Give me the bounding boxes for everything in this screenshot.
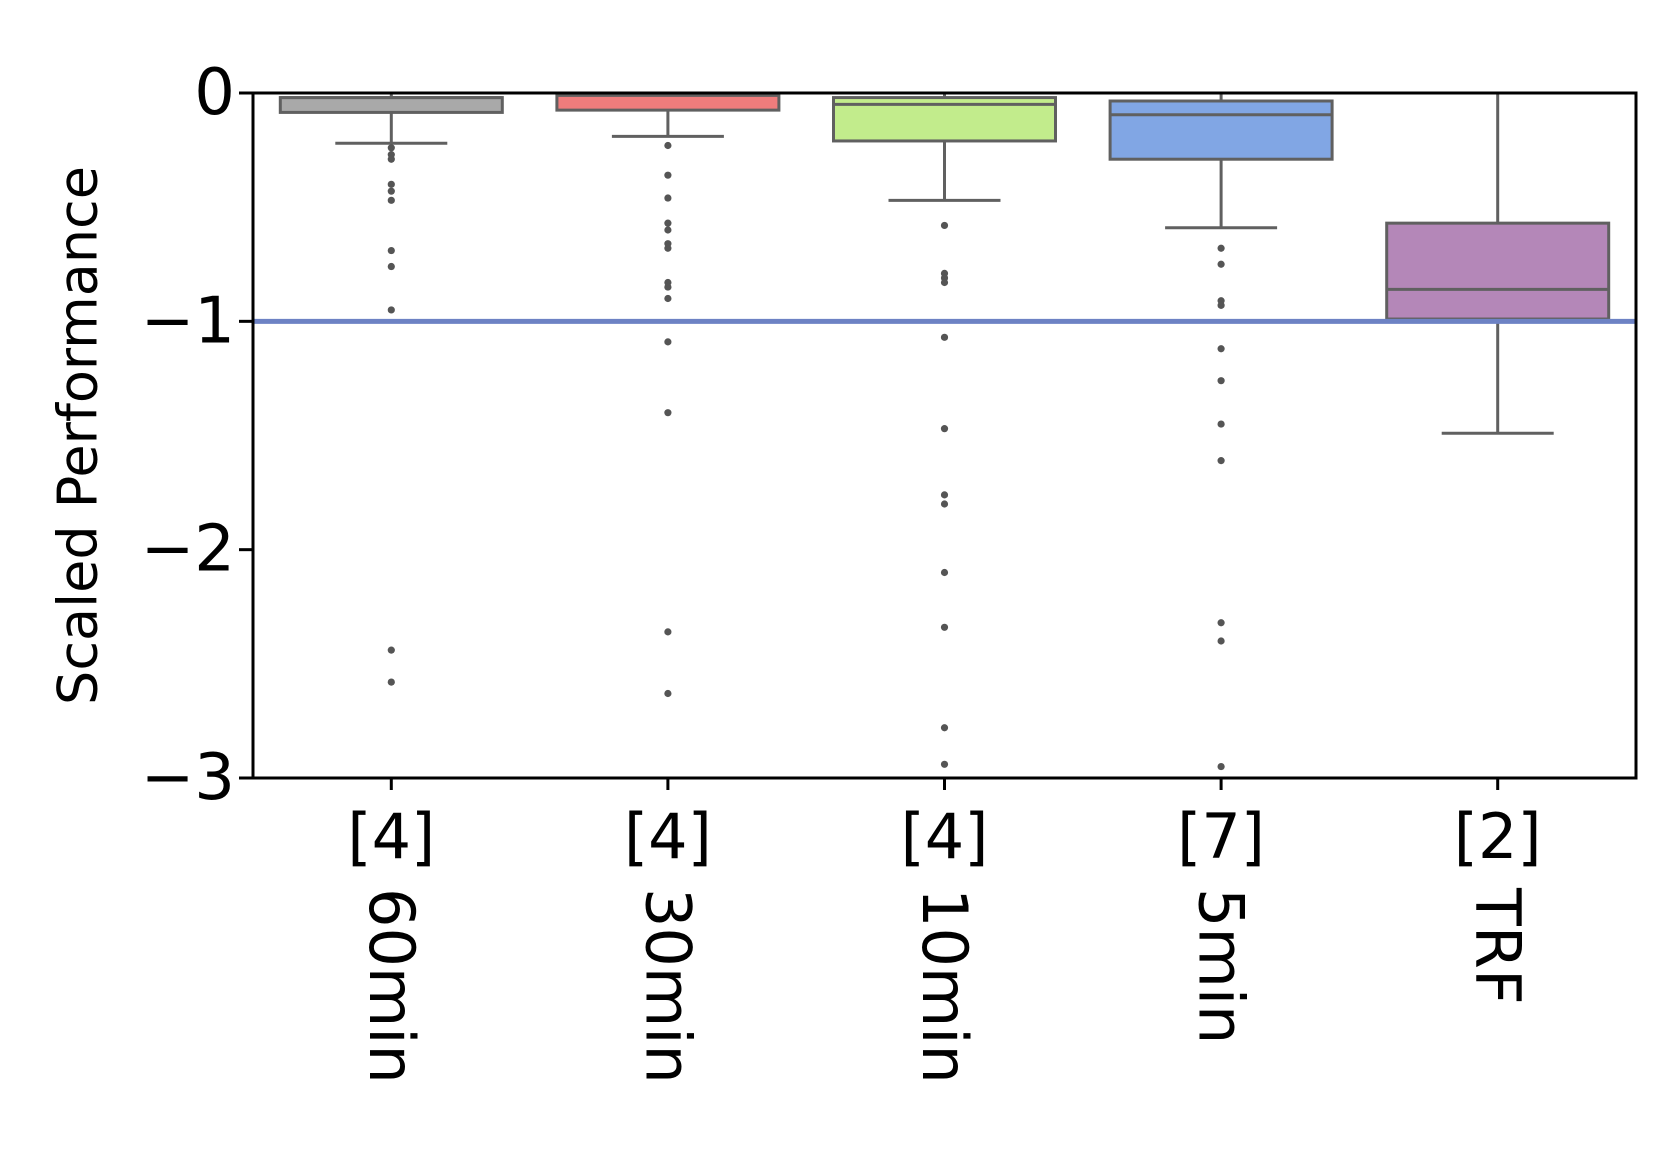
outlier-point xyxy=(1217,457,1225,465)
y-tick-label: −3 xyxy=(141,741,235,815)
plot-area xyxy=(253,93,1636,771)
x-tick-label: 5min xyxy=(1185,888,1258,1044)
y-axis-label: Scaled Performance xyxy=(47,166,110,705)
outlier-point xyxy=(940,221,949,230)
outlier-point xyxy=(940,623,949,631)
outlier-point xyxy=(664,141,672,150)
outlier-point xyxy=(664,244,672,252)
outlier-point xyxy=(940,760,949,768)
outlier-point xyxy=(387,246,395,255)
outlier-point xyxy=(387,678,395,686)
outlier-point xyxy=(664,628,672,636)
outlier-point xyxy=(387,196,395,204)
box-group xyxy=(832,93,1057,768)
outlier-point xyxy=(664,226,672,234)
outlier-point xyxy=(1217,244,1225,252)
box-iqr xyxy=(555,93,781,112)
outlier-point xyxy=(664,409,672,417)
outlier-point xyxy=(940,491,949,499)
outlier-point xyxy=(1217,420,1225,428)
box-group xyxy=(1108,93,1334,771)
outlier-point xyxy=(387,180,395,188)
outlier-point xyxy=(1217,301,1225,309)
box-group xyxy=(1385,93,1611,435)
outlier-point xyxy=(664,338,672,346)
x-tick-label: 30min xyxy=(631,888,704,1084)
outlier-point xyxy=(1217,377,1225,385)
x-tick-ref-label: [2] xyxy=(1454,800,1542,873)
y-tick-label: −1 xyxy=(141,284,235,358)
outlier-point xyxy=(387,144,395,152)
outlier-point xyxy=(1217,345,1225,353)
box-iqr xyxy=(278,96,504,114)
box-group xyxy=(555,93,781,698)
outlier-point xyxy=(940,333,949,341)
outlier-point xyxy=(664,171,672,179)
outlier-point xyxy=(387,262,395,271)
x-tick-label: 60min xyxy=(355,888,428,1084)
outlier-point xyxy=(664,283,672,291)
outlier-point xyxy=(664,194,672,202)
x-tick-ref-label: [4] xyxy=(347,800,435,873)
outlier-point xyxy=(387,306,395,314)
outlier-point xyxy=(664,294,672,303)
y-tick-label: 0 xyxy=(194,56,235,130)
outlier-point xyxy=(664,689,672,698)
x-tick-label: TRF xyxy=(1461,887,1534,1005)
axes: [4] 60min [4] 30min [4] 10min [7] 5min [2] TRF 0 −1… xyxy=(141,56,1638,1084)
box-group xyxy=(278,93,504,686)
y-tick-label: −2 xyxy=(141,513,235,587)
outlier-point xyxy=(387,155,395,163)
plot-frame xyxy=(251,91,1638,780)
x-tick-ref-label: [4] xyxy=(901,800,989,873)
box-iqr xyxy=(1108,99,1334,161)
outlier-point xyxy=(940,724,949,732)
outlier-point xyxy=(664,219,672,227)
outlier-point xyxy=(1217,762,1225,771)
outlier-point xyxy=(1217,619,1225,627)
outlier-point xyxy=(1217,637,1225,645)
outlier-point xyxy=(940,425,949,433)
x-tick-label: 10min xyxy=(908,888,981,1084)
x-tick-ref-label: [7] xyxy=(1177,800,1265,873)
outlier-point xyxy=(387,187,395,195)
outlier-point xyxy=(387,646,395,654)
outlier-point xyxy=(940,278,949,287)
outlier-point xyxy=(940,500,949,508)
outlier-point xyxy=(1217,260,1225,268)
x-tick-ref-label: [4] xyxy=(624,800,712,873)
outlier-point xyxy=(940,568,949,577)
box-iqr xyxy=(1385,221,1611,321)
